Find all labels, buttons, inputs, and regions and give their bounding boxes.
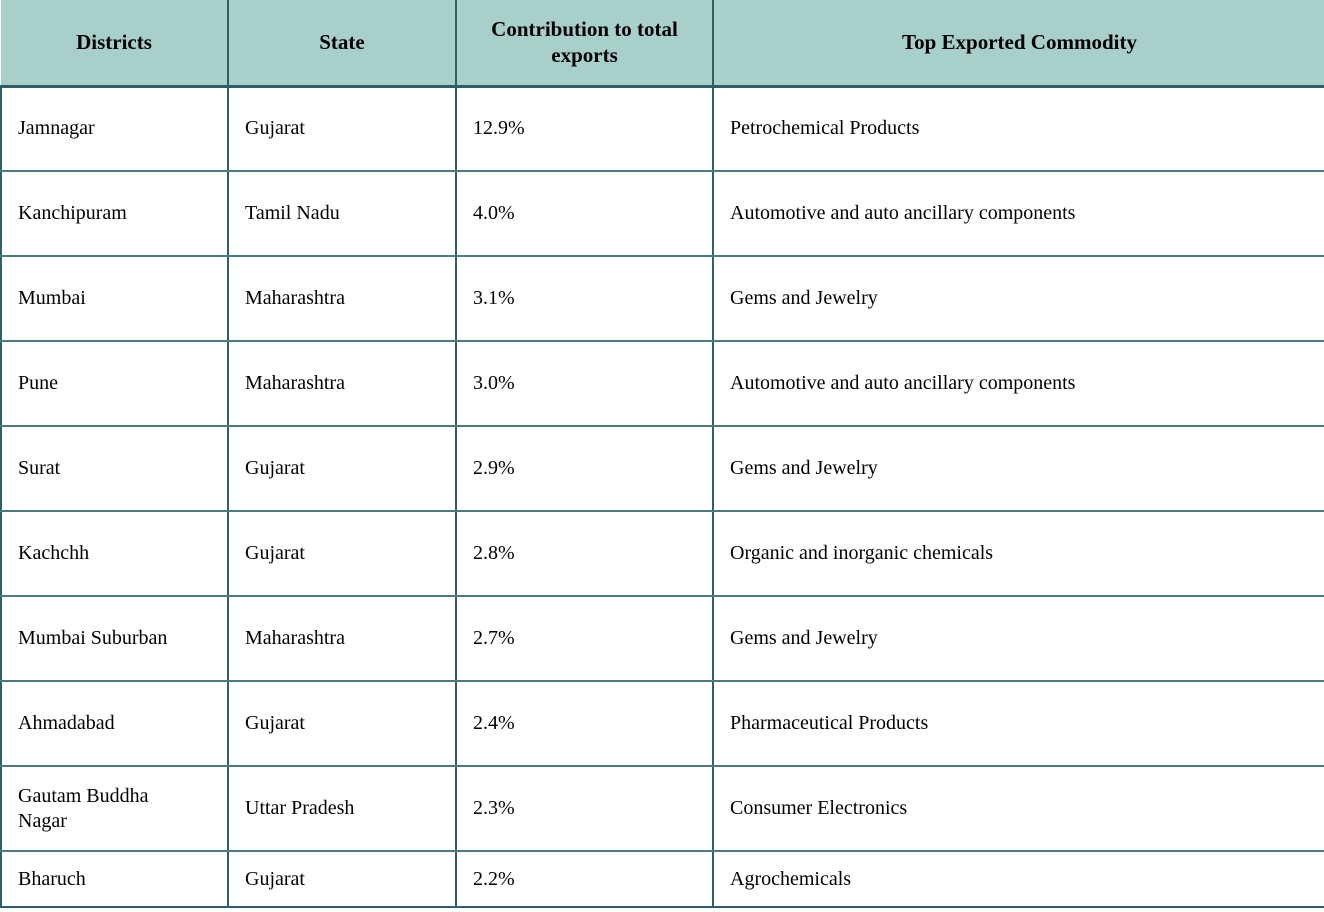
column-header-districts: Districts	[1, 0, 228, 88]
cell-district: Pune	[0, 340, 229, 427]
cell-district: Kachchh	[0, 510, 229, 597]
cell-commodity: Automotive and auto ancillary components	[712, 170, 1324, 257]
cell-state: Gujarat	[227, 425, 457, 512]
table-row: Pune Maharashtra 3.0% Automotive and auto a…	[0, 340, 1324, 427]
cell-commodity: Organic and inorganic chemicals	[712, 510, 1324, 597]
cell-district: Ahmadabad	[0, 680, 229, 767]
header-row: Districts State Contribution to total ex…	[1, 0, 1324, 88]
cell-commodity: Petrochemical Products	[712, 85, 1324, 172]
cell-commodity: Pharmaceutical Products	[712, 680, 1324, 767]
cell-district: Mumbai Suburban	[0, 595, 229, 682]
cell-commodity: Automotive and auto ancillary components	[712, 340, 1324, 427]
cell-contribution: 2.7%	[455, 595, 714, 682]
cell-commodity: Agrochemicals	[712, 850, 1324, 908]
table-row: Gautam Buddha Nagar Uttar Pradesh 2.3% Cons…	[0, 765, 1324, 852]
cell-commodity: Gems and Jewelry	[712, 595, 1324, 682]
cell-contribution: 3.1%	[455, 255, 714, 342]
cell-contribution: 2.9%	[455, 425, 714, 512]
table-header: Districts State Contribution to total ex…	[1, 0, 1324, 88]
cell-state: Gujarat	[227, 850, 457, 908]
cell-state: Maharashtra	[227, 340, 457, 427]
column-header-contribution: Contribution to total exports	[455, 0, 713, 88]
cell-contribution: 4.0%	[455, 170, 714, 257]
cell-district: Jamnagar	[0, 85, 229, 172]
cell-commodity: Consumer Electronics	[712, 765, 1324, 852]
cell-district: Mumbai	[0, 255, 229, 342]
cell-contribution: 12.9%	[455, 85, 714, 172]
cell-state: Maharashtra	[227, 255, 457, 342]
cell-state: Gujarat	[227, 680, 457, 767]
column-header-commodity: Top Exported Commodity	[712, 0, 1324, 88]
cell-district: Kanchipuram	[0, 170, 229, 257]
cell-contribution: 3.0%	[455, 340, 714, 427]
table-body: Jamnagar Gujarat 12.9% Petrochemical Produc…	[0, 85, 1324, 908]
cell-state: Gujarat	[227, 510, 457, 597]
cell-state: Tamil Nadu	[227, 170, 457, 257]
cell-commodity: Gems and Jewelry	[712, 425, 1324, 512]
table-row: Surat Gujarat 2.9% Gems and Jewelry	[0, 425, 1324, 512]
cell-district: Bharuch	[0, 850, 229, 908]
cell-state: Gujarat	[227, 85, 457, 172]
cell-contribution: 2.2%	[455, 850, 714, 908]
cell-state: Uttar Pradesh	[227, 765, 457, 852]
cell-commodity: Gems and Jewelry	[712, 255, 1324, 342]
table-row: Kanchipuram Tamil Nadu 4.0% Automotive and …	[0, 170, 1324, 257]
column-header-state: State	[227, 0, 456, 88]
table-row: Mumbai Maharashtra 3.1% Gems and Jewelry	[0, 255, 1324, 342]
table-row: Bharuch Gujarat 2.2% Agrochemicals	[0, 850, 1324, 908]
cell-state: Maharashtra	[227, 595, 457, 682]
cell-contribution: 2.8%	[455, 510, 714, 597]
cell-contribution: 2.4%	[455, 680, 714, 767]
cell-district: Surat	[0, 425, 229, 512]
table-row: Jamnagar Gujarat 12.9% Petrochemical Produc…	[0, 85, 1324, 172]
cell-contribution: 2.3%	[455, 765, 714, 852]
cell-district: Gautam Buddha Nagar	[0, 765, 229, 852]
table-row: Ahmadabad Gujarat 2.4% Pharmaceutical Produ…	[0, 680, 1324, 767]
table-row: Mumbai Suburban Maharashtra 2.7% Gems and J…	[0, 595, 1324, 682]
table-row: Kachchh Gujarat 2.8% Organic and inorganic …	[0, 510, 1324, 597]
